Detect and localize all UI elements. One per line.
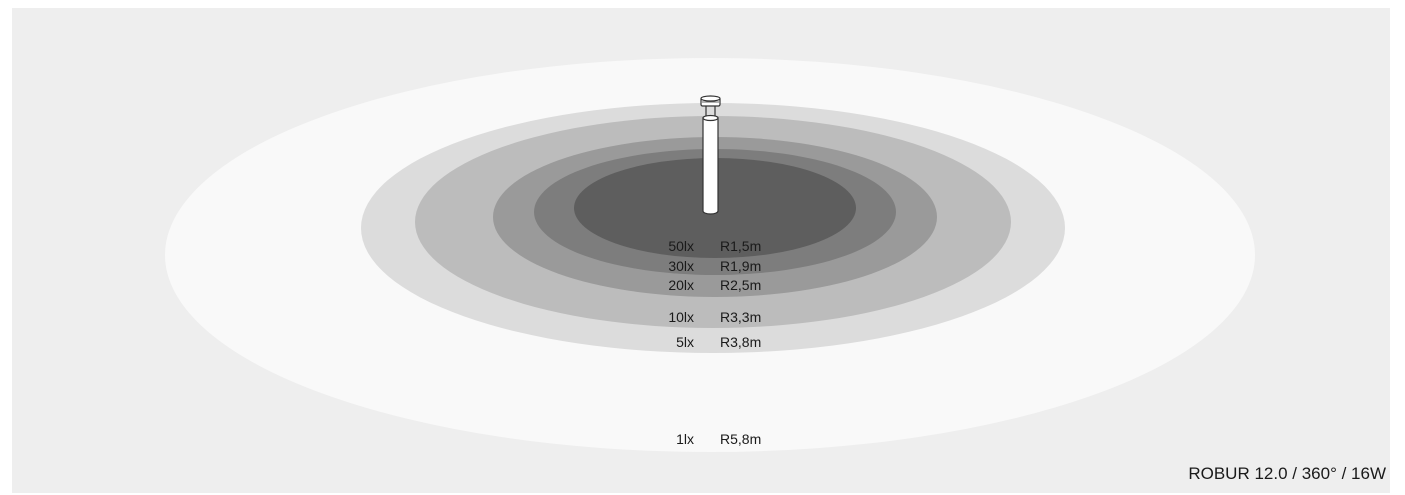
zone-radius-label: R5,8m	[720, 431, 761, 447]
product-caption: ROBUR 12.0 / 360° / 16W	[1188, 464, 1386, 483]
zone-lux-label: 20lx	[668, 277, 694, 293]
zone-labels: 1lx R5,8m 5lx R3,8m 10lx R3,3m 20lx R2,5m 30lx R1…	[668, 238, 761, 447]
zone-radius-label: R1,9m	[720, 258, 761, 274]
zone-lux-label: 5lx	[676, 334, 694, 350]
bollard-light-icon	[700, 95, 721, 215]
zone-radius-label: R3,3m	[720, 309, 761, 325]
zone-radius-label: R2,5m	[720, 277, 761, 293]
zone-radius-label: R1,5m	[720, 238, 761, 254]
zone-radius-label: R3,8m	[720, 334, 761, 350]
zone-lux-label: 1lx	[676, 431, 694, 447]
illuminance-zones	[165, 58, 1255, 452]
zone-lux-label: 10lx	[668, 309, 694, 325]
zone-lux-label: 50lx	[668, 238, 694, 254]
zone-lux-label: 30lx	[668, 258, 694, 274]
